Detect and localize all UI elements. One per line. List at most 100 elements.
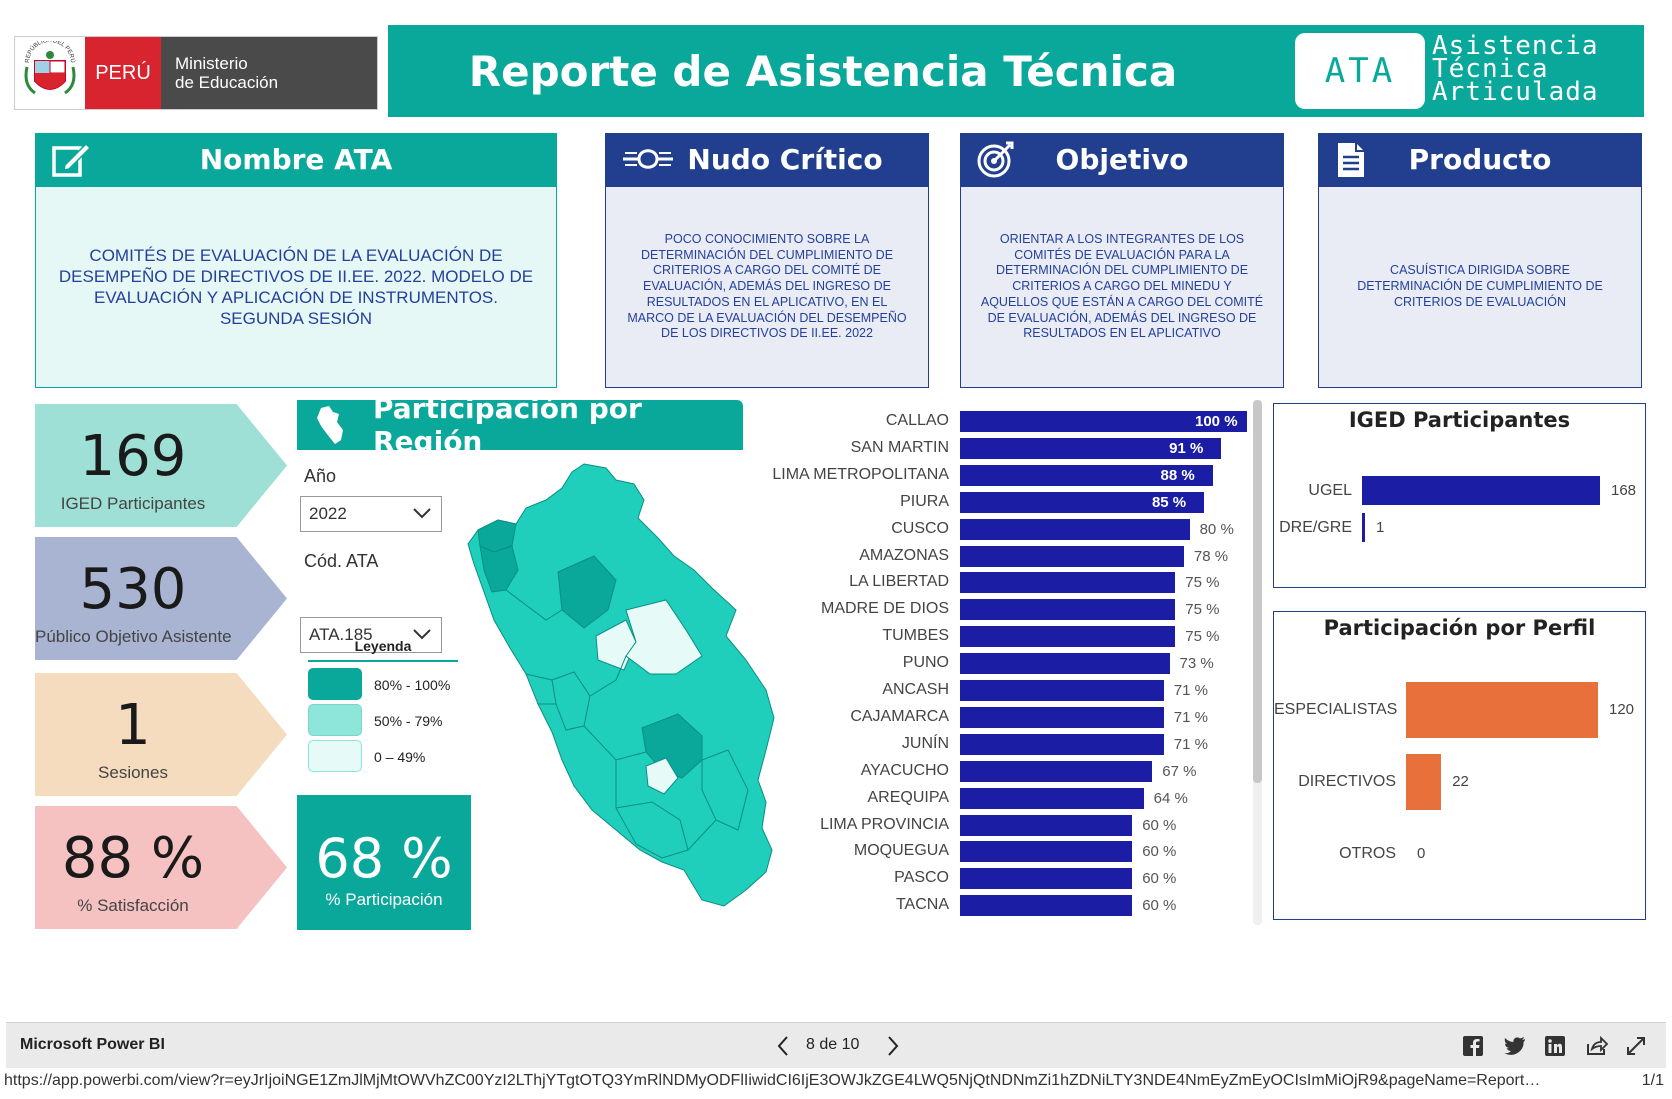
kpi-iged-value: 169 xyxy=(79,424,187,489)
perfil-label: ESPECIALISTAS xyxy=(1274,701,1398,718)
region-bar[interactable] xyxy=(960,437,1222,459)
region-bar-label: TACNA xyxy=(895,896,949,914)
region-bar-label: TUMBES xyxy=(882,627,949,645)
perfil-label: DIRECTIVOS xyxy=(1298,773,1396,790)
iged-bar[interactable] xyxy=(1362,513,1365,542)
code-select-value: ATA.185 xyxy=(309,625,373,644)
region-bar-label: ANCASH xyxy=(882,681,949,698)
participation-card: 68 % % Participación xyxy=(297,795,471,930)
region-bar-value: 67 % xyxy=(1162,762,1197,780)
kpi-sesiones-value: 1 xyxy=(115,693,151,758)
legend-title: Leyenda xyxy=(308,638,458,662)
powerbi-footer: Microsoft Power BI 8 de 10 xyxy=(6,1022,1666,1068)
year-label: Año xyxy=(304,466,337,486)
region-bar[interactable] xyxy=(960,411,1247,432)
peru-region-map[interactable] xyxy=(466,460,782,912)
region-bar[interactable] xyxy=(960,706,1164,728)
chevron-down-icon xyxy=(413,505,431,525)
report-title: Reporte de Asistencia Técnica xyxy=(468,46,1178,96)
card-objetivo: Objetivo ORIENTAR A LOS INTEGRANTES DE L… xyxy=(960,133,1284,388)
region-bar[interactable] xyxy=(960,518,1190,540)
kpi-sesiones: 1 Sesiones xyxy=(35,673,287,796)
next-page-icon[interactable] xyxy=(886,1035,900,1061)
region-bar-label: SAN MARTIN xyxy=(850,438,949,456)
region-bar[interactable] xyxy=(960,545,1184,567)
knot-icon xyxy=(623,146,673,179)
region-bar-value: 85 % xyxy=(1151,493,1187,511)
region-bar[interactable] xyxy=(960,814,1133,836)
region-bar[interactable] xyxy=(960,868,1133,890)
kpi-satisfaccion-value: 88 % xyxy=(61,826,205,891)
perfil-bar[interactable] xyxy=(1406,682,1598,738)
document-icon xyxy=(1334,141,1368,186)
region-bar-label: PUNO xyxy=(902,654,949,672)
region-bar-label: CUSCO xyxy=(891,519,949,537)
card-nudo-critico-title: Nudo Crítico xyxy=(687,143,883,176)
card-nudo-critico: Nudo Crítico POCO CONOCIMIENTO SOBRE LA … xyxy=(605,133,929,388)
iged-bar[interactable] xyxy=(1362,476,1600,505)
minedu-logo: REPÚBLICA DEL PERÚ PERÚ Ministerio de Ed… xyxy=(14,36,378,110)
share-icon[interactable] xyxy=(1586,1035,1609,1060)
region-bar[interactable] xyxy=(960,787,1144,809)
card-objetivo-text: ORIENTAR A LOS INTEGRANTES DE LOS COMITÉ… xyxy=(960,186,1284,388)
ata-full-name: Asistencia Técnica Articulada xyxy=(1432,33,1599,107)
fullscreen-icon[interactable] xyxy=(1626,1036,1646,1060)
region-bar[interactable] xyxy=(960,464,1213,486)
region-bar-value: 71 % xyxy=(1173,735,1208,753)
card-nudo-critico-header: Nudo Crítico xyxy=(605,133,929,186)
peru-map-icon xyxy=(315,406,345,453)
region-bar-value: 75 % xyxy=(1185,628,1220,646)
region-bar-label: JUNÍN xyxy=(901,734,949,752)
region-bar[interactable] xyxy=(960,599,1176,621)
region-bar-value: 60 % xyxy=(1142,816,1177,834)
region-bar[interactable] xyxy=(960,491,1204,513)
prev-page-icon[interactable] xyxy=(776,1035,790,1061)
region-bar[interactable] xyxy=(960,572,1176,594)
region-bar-label: AYACUCHO xyxy=(860,761,949,779)
region-bar[interactable] xyxy=(960,841,1133,863)
legend-label-mid: 50% - 79% xyxy=(374,713,443,729)
perfil-value: 0 xyxy=(1417,845,1426,862)
region-bar-value: 71 % xyxy=(1173,682,1208,699)
facebook-icon[interactable] xyxy=(1463,1036,1483,1060)
chevron-down-icon xyxy=(413,626,431,646)
ata-logo: ATA xyxy=(1295,33,1425,109)
region-bar[interactable] xyxy=(960,680,1164,701)
legend-swatch-low xyxy=(308,740,362,772)
year-select[interactable]: 2022 xyxy=(300,496,442,532)
kpi-sesiones-label: Sesiones xyxy=(98,763,168,782)
card-objetivo-title: Objetivo xyxy=(1055,143,1189,176)
print-url-line: https://app.powerbi.com/view?r=eyJrIjoiN… xyxy=(4,1072,1664,1090)
participation-value: 68 % xyxy=(315,827,453,890)
ministry-label: Ministerio de Educación xyxy=(161,37,377,109)
perfil-panel: Participación por Perfil ESPECIALISTAS 12… xyxy=(1273,611,1646,920)
iged-value: 1 xyxy=(1376,518,1385,536)
region-bar[interactable] xyxy=(960,733,1164,755)
region-chart-scrollbar[interactable] xyxy=(1253,400,1262,783)
code-select[interactable]: ATA.185 xyxy=(300,617,442,653)
map-region-piura xyxy=(479,545,519,593)
region-bar[interactable] xyxy=(960,653,1170,675)
card-nombre-ata-title: Nombre ATA xyxy=(199,143,393,176)
region-bar-value: 75 % xyxy=(1185,601,1220,619)
region-bar-value: 60 % xyxy=(1142,843,1177,861)
region-bar-label: LIMA METROPOLITANA xyxy=(772,465,949,483)
iged-label: DRE/GRE xyxy=(1279,518,1352,536)
linkedin-icon[interactable] xyxy=(1545,1036,1565,1060)
region-bar-value: 71 % xyxy=(1173,708,1208,726)
map-region-apurimac xyxy=(645,757,679,795)
region-bar-value: 60 % xyxy=(1142,897,1177,915)
region-bar[interactable] xyxy=(960,626,1176,648)
perfil-bar[interactable] xyxy=(1406,754,1442,810)
coat-of-arms-icon: REPÚBLICA DEL PERÚ xyxy=(15,37,85,109)
region-bar-label: LIMA PROVINCIA xyxy=(820,815,949,833)
twitter-icon[interactable] xyxy=(1504,1037,1526,1059)
iged-panel: IGED Participantes UGEL 168 DRE/GRE 1 xyxy=(1273,403,1646,588)
kpi-iged: 169 IGED Participantes xyxy=(35,404,287,527)
ata-word-3: Articulada xyxy=(1432,77,1599,107)
ata-word-2: Técnica xyxy=(1432,54,1549,84)
region-bar[interactable] xyxy=(960,760,1153,782)
kpi-satisfaccion-label: % Satisfacción xyxy=(77,896,189,915)
powerbi-brand[interactable]: Microsoft Power BI xyxy=(20,1036,165,1053)
region-bar[interactable] xyxy=(960,895,1133,917)
